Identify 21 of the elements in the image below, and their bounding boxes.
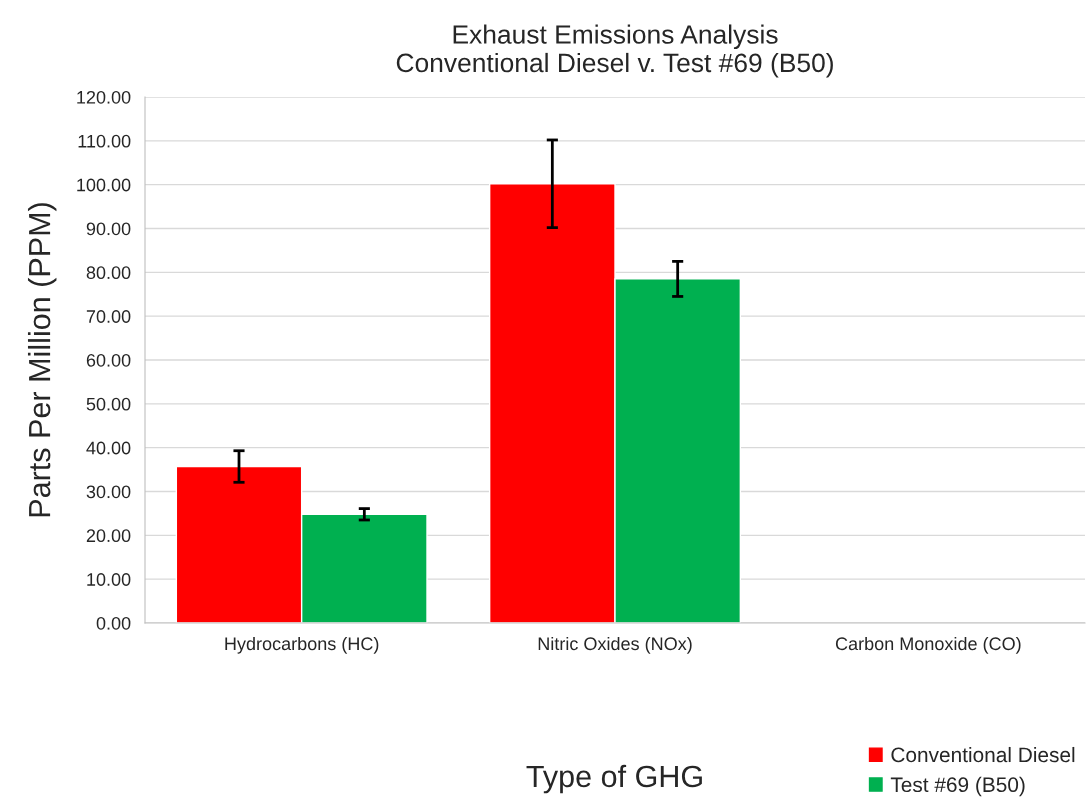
y-axis-title: Parts Per Million (PPM): [27, 203, 57, 517]
y-tick-label: 50.00: [86, 397, 131, 411]
y-tick-label: 0.00: [96, 616, 131, 630]
chart-title: Exhaust Emissions Analysis Conventional Diesel v. Test #69 (B50): [396, 24, 833, 78]
y-tick-label: 110.00: [78, 134, 131, 148]
y-tick-label: 10.00: [87, 573, 131, 586]
y-tick-label: 90.00: [86, 222, 131, 236]
y-tick-label: 20.00: [86, 529, 131, 543]
y-tick-label: 40.00: [86, 441, 131, 455]
x-tick-label: Carbon Monoxide (CO): [835, 636, 1021, 654]
x-tick-label: Hydrocarbons (HC): [225, 636, 379, 654]
y-tick-label: 120.00: [77, 90, 131, 104]
x-axis-title: Type of GHG: [526, 764, 702, 794]
legend-label: Test #69 (B50): [890, 776, 1025, 797]
y-tick-label: 30.00: [86, 485, 131, 499]
y-tick-label: 70.00: [86, 310, 131, 323]
y-tick-label: 100.00: [77, 178, 131, 192]
x-tick-label: Nitric Oxides (NOx): [538, 636, 692, 654]
y-tick-label: 60.00: [86, 353, 131, 367]
y-tick-label: 80.00: [86, 266, 131, 280]
legend-label: Conventional Diesel: [891, 746, 1075, 763]
